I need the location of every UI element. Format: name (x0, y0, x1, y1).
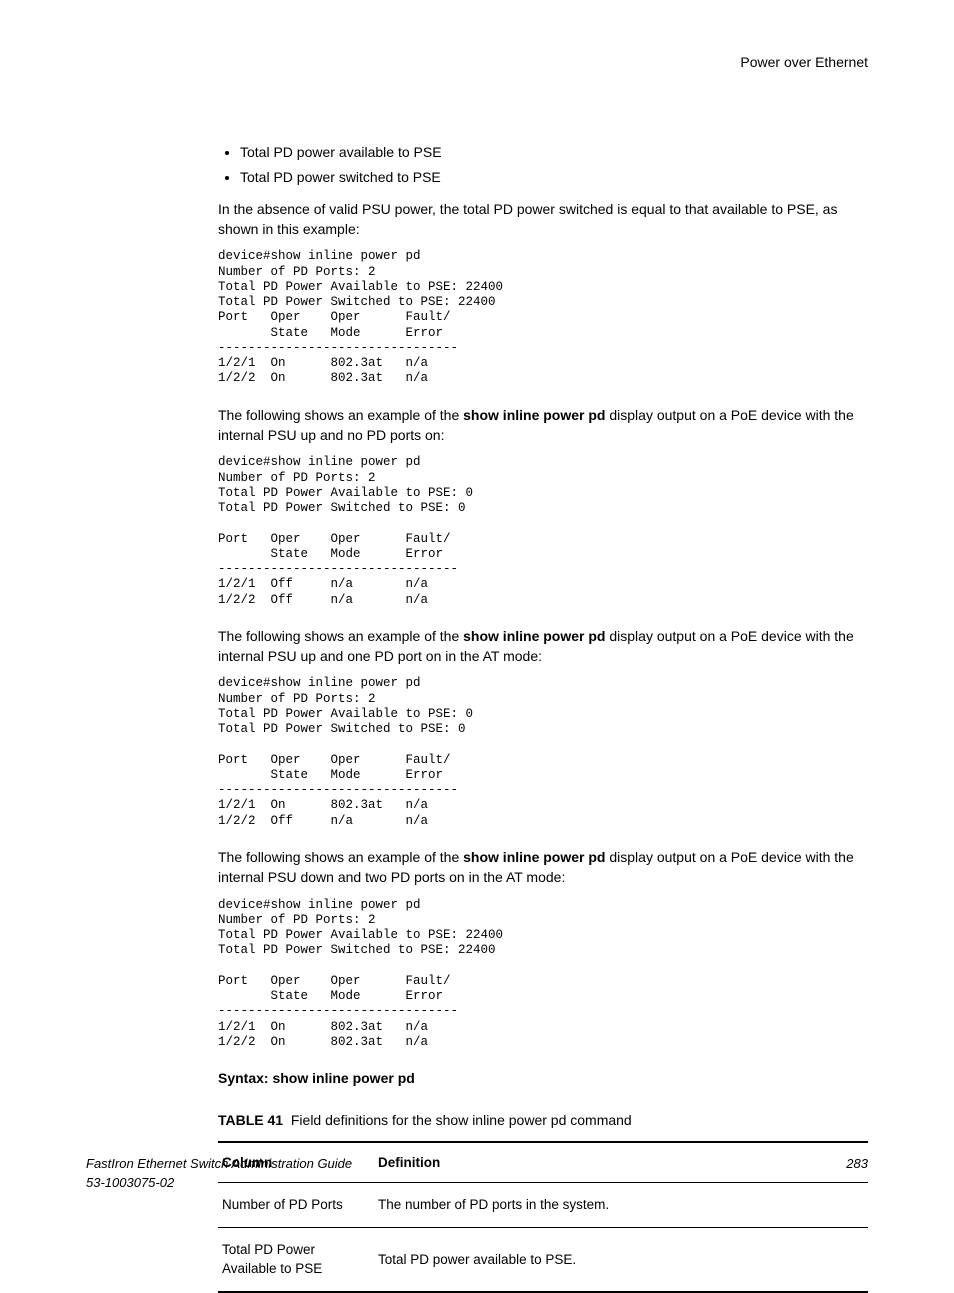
table-cell: Total PD Power Available to PSE (218, 1227, 374, 1292)
footer-title: FastIron Ethernet Switch Administration … (86, 1155, 352, 1174)
table-cell: Total PD power available to PSE. (374, 1227, 868, 1292)
code-block: device#show inline power pd Number of PD… (218, 898, 868, 1051)
command-name: show inline power pd (463, 407, 605, 423)
command-name: show inline power pd (463, 849, 605, 865)
table-label: TABLE 41 (218, 1112, 283, 1128)
code-block: device#show inline power pd Number of PD… (218, 676, 868, 829)
table-row: Total PD Power Available to PSE Total PD… (218, 1227, 868, 1292)
bullet-item: Total PD power available to PSE (240, 142, 868, 162)
paragraph: The following shows an example of the sh… (218, 626, 868, 667)
table-title: Field definitions for the show inline po… (291, 1112, 632, 1128)
main-content: Total PD power available to PSE Total PD… (218, 142, 868, 1293)
command-name: show inline power pd (463, 628, 605, 644)
page-header: Power over Ethernet (86, 52, 868, 72)
syntax-line: Syntax: show inline power pd (218, 1068, 868, 1088)
table-caption: TABLE 41 Field definitions for the show … (218, 1110, 868, 1130)
page-number: 283 (846, 1155, 868, 1193)
paragraph: The following shows an example of the sh… (218, 405, 868, 446)
bullet-list: Total PD power available to PSE Total PD… (218, 142, 868, 187)
paragraph: In the absence of valid PSU power, the t… (218, 199, 868, 240)
paragraph: The following shows an example of the sh… (218, 847, 868, 888)
code-block: device#show inline power pd Number of PD… (218, 455, 868, 608)
footer-docnum: 53-1003075-02 (86, 1174, 352, 1193)
code-block: device#show inline power pd Number of PD… (218, 249, 868, 386)
text-run: The following shows an example of the (218, 628, 463, 644)
bullet-item: Total PD power switched to PSE (240, 167, 868, 187)
text-run: The following shows an example of the (218, 849, 463, 865)
text-run: The following shows an example of the (218, 407, 463, 423)
page-footer: FastIron Ethernet Switch Administration … (86, 1155, 868, 1193)
footer-left: FastIron Ethernet Switch Administration … (86, 1155, 352, 1193)
